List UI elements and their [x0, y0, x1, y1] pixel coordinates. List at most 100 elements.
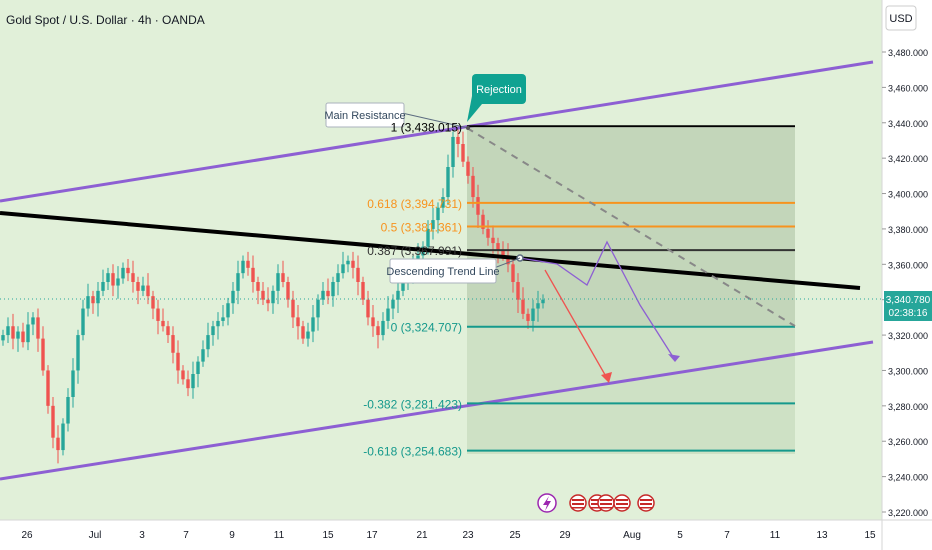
candle-body	[71, 370, 75, 397]
candle-body	[496, 243, 500, 251]
price-tick-label: 3,380.000	[888, 225, 928, 235]
ascending-channel-upper-line	[0, 60, 874, 203]
candle-body	[306, 331, 310, 339]
candle-body	[36, 317, 40, 339]
candle-body	[131, 273, 135, 282]
time-tick-label: 17	[366, 530, 378, 541]
candle-body	[151, 296, 155, 309]
currency-label: USD	[889, 13, 912, 25]
fib-levels-layer	[467, 125, 795, 452]
resistance-label-connector	[401, 112, 469, 129]
candle-body	[351, 260, 355, 268]
candle-body	[341, 264, 345, 274]
projection-arrowhead-purple	[668, 354, 680, 362]
candle-body	[401, 282, 405, 291]
fib-labels-layer: 1 (3,438.015) 0.618 (3,394.731) 0.5 (3,381…	[363, 120, 462, 458]
candle-body	[321, 290, 325, 300]
candle-body	[11, 326, 15, 339]
time-tick-label: 13	[816, 530, 828, 541]
candle-body	[371, 317, 375, 327]
candle-body	[381, 320, 385, 336]
candle-body	[106, 273, 110, 282]
candle-body	[46, 370, 50, 406]
candle-body	[491, 237, 495, 244]
time-axis-background	[0, 520, 932, 550]
fib-level-label: 1 (3,438.015)	[391, 120, 462, 134]
us-flag-event-icon[interactable]	[597, 494, 615, 512]
candle-body	[436, 207, 440, 221]
descending-trend-label: Descending Trend Line	[386, 266, 499, 278]
candle-body	[296, 317, 300, 327]
candle-body	[526, 313, 530, 321]
candle-body	[391, 299, 395, 309]
candle-body	[241, 260, 245, 274]
price-tick-label: 3,400.000	[888, 190, 928, 200]
projection-arrow-red	[544, 269, 609, 381]
candle-body	[466, 161, 470, 176]
candle-body	[201, 349, 205, 362]
candle-body	[336, 273, 340, 282]
candle-body	[456, 136, 460, 144]
candle-body	[226, 303, 230, 318]
us-flag-event-icon[interactable]	[569, 494, 587, 512]
main-resistance-label: Main Resistance	[324, 110, 405, 122]
candle-body	[216, 320, 220, 327]
price-tick-label: 3,300.000	[888, 366, 928, 376]
candle-body	[256, 282, 260, 291]
time-tick-label: 11	[274, 530, 285, 541]
candle-body	[126, 267, 130, 274]
candle-body	[376, 326, 380, 336]
current-price-value: 3,340.780	[886, 295, 931, 306]
candle-body	[156, 308, 160, 321]
candles-layer	[1, 128, 545, 464]
trendline-label-connector	[493, 257, 521, 269]
projection-arrowhead-red	[601, 372, 612, 383]
candle-body	[446, 167, 450, 198]
time-tick-label: 7	[183, 530, 189, 541]
us-flag-event-icon[interactable]	[613, 494, 631, 512]
price-tick-label: 3,240.000	[888, 473, 928, 483]
us-flag-event-icon[interactable]	[637, 494, 655, 512]
candle-body	[211, 326, 215, 336]
candle-body	[96, 290, 100, 304]
candle-body	[31, 317, 35, 325]
candle-body	[426, 228, 430, 247]
candle-body	[386, 308, 390, 321]
price-tick-label: 3,260.000	[888, 437, 928, 447]
time-tick-label: 5	[677, 530, 683, 541]
candle-body	[51, 405, 55, 438]
candle-body	[101, 282, 105, 291]
time-tick-label: 3	[139, 530, 145, 541]
events-row[interactable]	[537, 493, 655, 513]
candle-body	[531, 308, 535, 321]
candle-body	[16, 331, 20, 339]
fib-level-label: -0.618 (3,254.683)	[363, 445, 462, 459]
time-tick-label: 26	[21, 530, 33, 541]
price-tick-label: 3,460.000	[888, 83, 928, 93]
candle-body	[166, 326, 170, 336]
price-tick-label: 3,220.000	[888, 508, 928, 518]
candle-body	[246, 260, 250, 268]
candle-body	[146, 285, 150, 297]
lightning-glyph-icon	[543, 496, 551, 511]
candle-body	[1, 335, 5, 341]
candle-body	[451, 136, 455, 167]
candle-body	[26, 324, 30, 343]
candle-body	[356, 267, 360, 282]
candle-body	[361, 282, 365, 300]
ascending-channel-lower-line	[0, 340, 874, 481]
candle-body	[506, 255, 510, 265]
descending-trend-line	[0, 211, 861, 290]
candle-body	[141, 285, 145, 291]
candle-body	[476, 197, 480, 215]
candle-body	[536, 303, 540, 309]
currency-badge[interactable]	[885, 5, 917, 31]
fib-level-label: 0.387 (3,367.991)	[367, 244, 462, 258]
candle-body	[326, 290, 330, 297]
time-axis-ticks: 26 Jul 3 7 9 11 15 17 21 23 25 29 Aug 5 7 11 13 15	[21, 530, 876, 541]
candle-body	[271, 290, 275, 304]
candle-body	[161, 320, 165, 327]
fib-level-label: 0 (3,324.707)	[391, 321, 462, 335]
candle-body	[281, 273, 285, 282]
